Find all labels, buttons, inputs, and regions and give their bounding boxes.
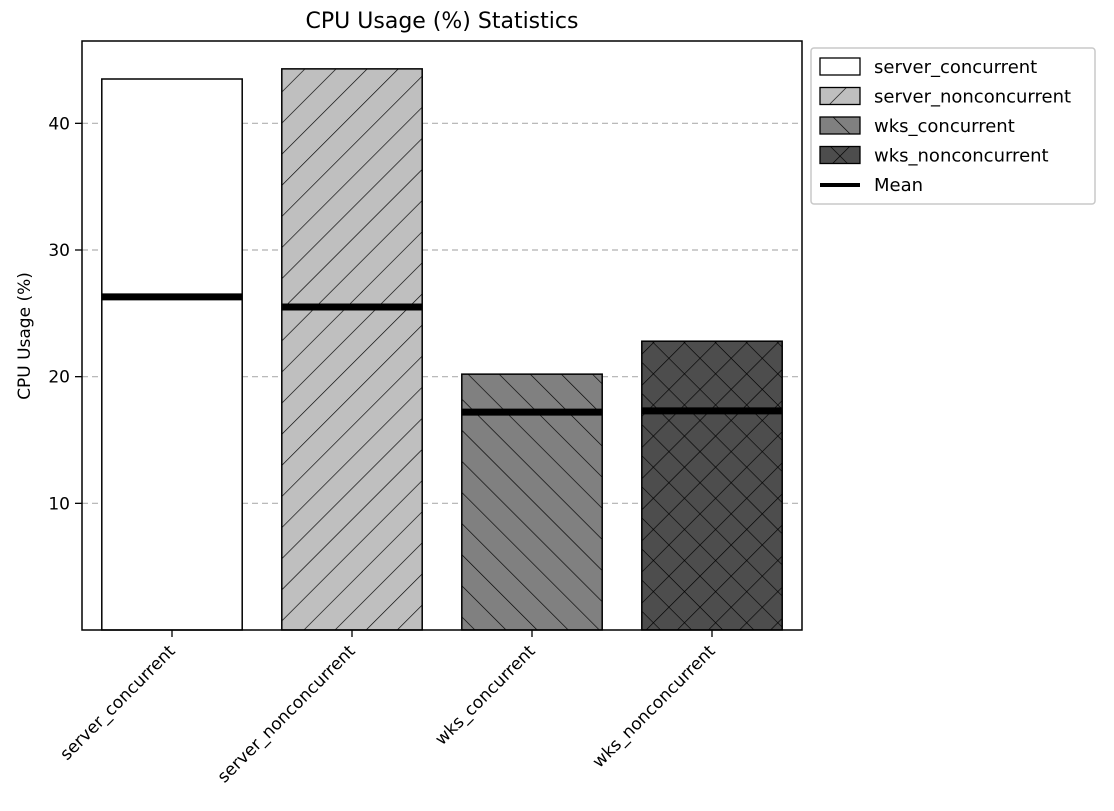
x-tick-label: wks_concurrent	[431, 641, 539, 749]
legend-label: wks_concurrent	[874, 116, 1015, 137]
x-axis: server_concurrent server_nonconcurrent wks…	[56, 630, 720, 787]
legend-swatch-hatch	[820, 117, 860, 134]
bar-hatch	[641, 341, 783, 630]
x-tick-label: server_nonconcurrent	[214, 641, 360, 787]
bar-hatch	[461, 374, 603, 630]
y-axis: 10 20 30 40	[48, 114, 82, 514]
y-axis-label: CPU Usage (%)	[15, 272, 35, 400]
y-tick-label: 30	[48, 241, 70, 261]
legend-swatch-hatch	[820, 146, 860, 164]
bar-hatch	[281, 68, 423, 630]
bar	[101, 78, 243, 631]
legend-swatch	[819, 57, 861, 76]
chart-title: CPU Usage (%) Statistics	[306, 9, 579, 34]
legend-label: server_nonconcurrent	[874, 87, 1071, 108]
mean-lines	[101, 293, 783, 416]
legend-label: wks_nonconcurrent	[874, 146, 1049, 167]
bars	[101, 68, 783, 631]
y-tick-label: 10	[48, 494, 70, 514]
plot-area-frame	[81, 40, 803, 631]
x-tick-label: wks_nonconcurrent	[589, 641, 720, 772]
y-tick-label: 40	[48, 114, 70, 134]
legend-label: Mean	[874, 175, 923, 196]
legend-label: server_concurrent	[874, 57, 1037, 78]
legend-frame	[810, 47, 1096, 205]
legend-swatch-hatch	[820, 87, 860, 105]
x-tick-label: server_concurrent	[56, 641, 179, 764]
legend: server_concurrent server_nonconcurrentwks…	[810, 47, 1096, 205]
y-tick-label: 20	[48, 368, 70, 388]
